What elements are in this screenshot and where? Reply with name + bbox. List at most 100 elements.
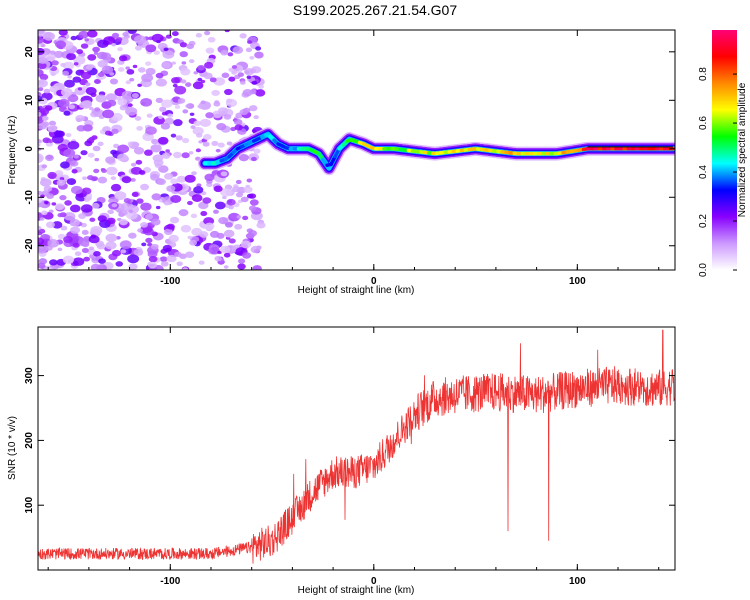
- noise-blob: [60, 161, 70, 169]
- noise-blob: [125, 80, 131, 85]
- noise-blob: [220, 171, 228, 177]
- noise-blob: [119, 218, 128, 226]
- noise-blob: [172, 83, 178, 88]
- noise-blob: [62, 61, 75, 70]
- noise-blob: [50, 72, 56, 77]
- noise-blob: [243, 186, 253, 193]
- noise-blob: [115, 96, 122, 101]
- noise-blob: [211, 89, 220, 97]
- noise-blob: [234, 223, 243, 230]
- noise-blob: [40, 210, 48, 216]
- noise-blob: [254, 51, 264, 59]
- noise-blob: [74, 251, 82, 257]
- noise-blob: [57, 143, 68, 152]
- noise-blob: [200, 100, 206, 105]
- noise-blob: [231, 186, 241, 193]
- noise-blob: [97, 176, 108, 184]
- noise-blob: [120, 249, 127, 254]
- noise-blob: [39, 73, 49, 81]
- noise-blob: [123, 198, 131, 204]
- noise-blob: [187, 235, 193, 240]
- noise-blob: [38, 143, 41, 147]
- noise-blob: [86, 175, 94, 181]
- noise-blob: [191, 171, 197, 176]
- noise-blob: [84, 140, 93, 147]
- noise-blob: [49, 50, 56, 55]
- noise-blob: [197, 64, 205, 71]
- noise-blob: [232, 46, 244, 54]
- figure-title: S199.2025.267.21.54.G07: [293, 2, 457, 18]
- noise-blob: [240, 240, 252, 249]
- noise-blob: [155, 72, 164, 79]
- noise-blob: [97, 60, 108, 68]
- y-tick-label: 0: [24, 146, 35, 152]
- noise-blob: [72, 242, 80, 248]
- snr-x-ticks: -100 0 100: [47, 327, 660, 587]
- noise-blob: [97, 72, 105, 78]
- x-tick-label: -100: [160, 276, 180, 287]
- noise-blob: [135, 159, 143, 165]
- snr-x-axis-label: Height of straight line (km): [298, 585, 415, 596]
- noise-blob: [133, 146, 145, 155]
- y-tick-label: 200: [24, 432, 35, 449]
- noise-blob: [107, 199, 113, 203]
- noise-blob: [162, 50, 175, 59]
- noise-blob: [72, 76, 82, 83]
- noise-blob: [66, 178, 77, 185]
- noise-blob: [161, 111, 168, 116]
- noise-blob: [245, 47, 253, 53]
- noise-blob: [38, 36, 44, 44]
- noise-blob: [228, 212, 241, 222]
- noise-blob: [223, 114, 232, 120]
- noise-blob: [94, 107, 101, 112]
- noise-blob: [80, 150, 88, 156]
- noise-blob: [80, 71, 92, 80]
- noise-blob: [63, 235, 73, 244]
- noise-blob: [190, 125, 196, 129]
- noise-blob: [170, 133, 177, 138]
- noise-blob: [199, 231, 209, 238]
- noise-blob: [224, 30, 230, 33]
- noise-blob: [105, 233, 118, 243]
- noise-blob: [92, 145, 101, 152]
- noise-blob: [93, 251, 101, 257]
- noise-blob: [63, 110, 71, 116]
- noise-blob: [161, 99, 173, 108]
- noise-blob: [87, 54, 97, 61]
- noise-blob: [252, 265, 262, 270]
- noise-blob: [161, 152, 171, 159]
- noise-blob: [246, 228, 254, 233]
- noise-blob: [58, 30, 68, 36]
- noise-blob: [251, 80, 258, 85]
- noise-blob: [159, 106, 167, 112]
- noise-blob: [47, 125, 58, 133]
- noise-blob: [248, 205, 257, 211]
- noise-blob: [180, 68, 191, 76]
- noise-blob: [95, 94, 107, 103]
- noise-blob: [166, 223, 175, 230]
- noise-blob: [87, 30, 98, 38]
- noise-blob: [101, 168, 107, 173]
- noise-blob: [81, 229, 89, 236]
- noise-blob: [110, 176, 117, 181]
- noise-blob: [38, 79, 48, 88]
- noise-blob: [57, 212, 64, 218]
- noise-blob: [93, 51, 99, 55]
- noise-blob: [170, 178, 179, 185]
- noise-blob: [219, 245, 231, 254]
- noise-blob: [176, 175, 187, 183]
- noise-blob: [188, 151, 194, 155]
- noise-blob: [226, 141, 233, 146]
- noise-blob: [156, 40, 161, 44]
- noise-blob: [205, 47, 215, 54]
- noise-blob: [41, 116, 49, 121]
- noise-blob: [45, 221, 55, 229]
- noise-blob: [88, 235, 100, 244]
- noise-blob: [200, 211, 208, 217]
- noise-blob: [193, 120, 202, 127]
- noise-blob: [186, 43, 195, 50]
- colorbar-tick-label: 0.6: [698, 116, 709, 130]
- noise-blob: [67, 94, 79, 103]
- noise-blob: [131, 92, 139, 99]
- noise-blob: [141, 73, 154, 83]
